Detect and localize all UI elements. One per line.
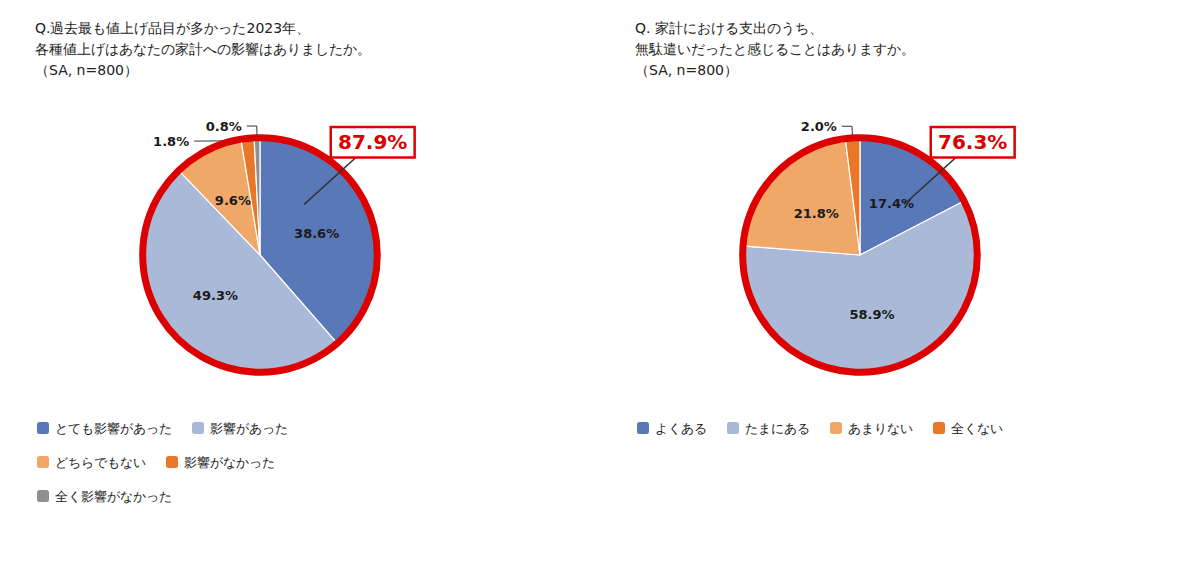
svg-text:（SA, n=800）: （SA, n=800）	[635, 62, 738, 78]
svg-text:Q.過去最も値上げ品目が多かった2023年、: Q.過去最も値上げ品目が多かった2023年、	[35, 20, 310, 36]
svg-text:たまにある: たまにある	[745, 421, 810, 436]
svg-text:（SA, n=800）: （SA, n=800）	[35, 62, 138, 78]
svg-text:21.8%: 21.8%	[794, 206, 839, 221]
svg-text:あまりない: あまりない	[848, 421, 913, 436]
svg-text:全く影響がなかった: 全く影響がなかった	[55, 489, 172, 504]
svg-text:49.3%: 49.3%	[193, 288, 238, 303]
svg-text:影響がなかった: 影響がなかった	[184, 455, 275, 470]
svg-text:1.8%: 1.8%	[153, 134, 189, 149]
svg-text:どちらでもない: どちらでもない	[55, 455, 146, 470]
svg-text:Q. 家計における支出のうち、: Q. 家計における支出のうち、	[635, 20, 823, 36]
svg-text:76.3%: 76.3%	[938, 130, 1007, 154]
svg-text:58.9%: 58.9%	[850, 307, 895, 322]
svg-text:38.6%: 38.6%	[294, 226, 339, 241]
svg-text:2.0%: 2.0%	[801, 119, 837, 134]
svg-text:全くない: 全くない	[951, 421, 1003, 436]
svg-text:87.9%: 87.9%	[338, 130, 407, 154]
svg-text:よくある: よくある	[655, 421, 707, 436]
svg-text:9.6%: 9.6%	[215, 193, 251, 208]
svg-text:0.8%: 0.8%	[206, 119, 242, 134]
svg-text:無駄遣いだったと感じることはありますか。: 無駄遣いだったと感じることはありますか。	[635, 41, 915, 57]
svg-text:各種値上げはあなたの家計への影響はありましたか。: 各種値上げはあなたの家計への影響はありましたか。	[35, 41, 371, 57]
svg-text:影響があった: 影響があった	[210, 421, 288, 436]
svg-text:17.4%: 17.4%	[869, 196, 914, 211]
svg-text:とても影響があった: とても影響があった	[55, 421, 172, 436]
